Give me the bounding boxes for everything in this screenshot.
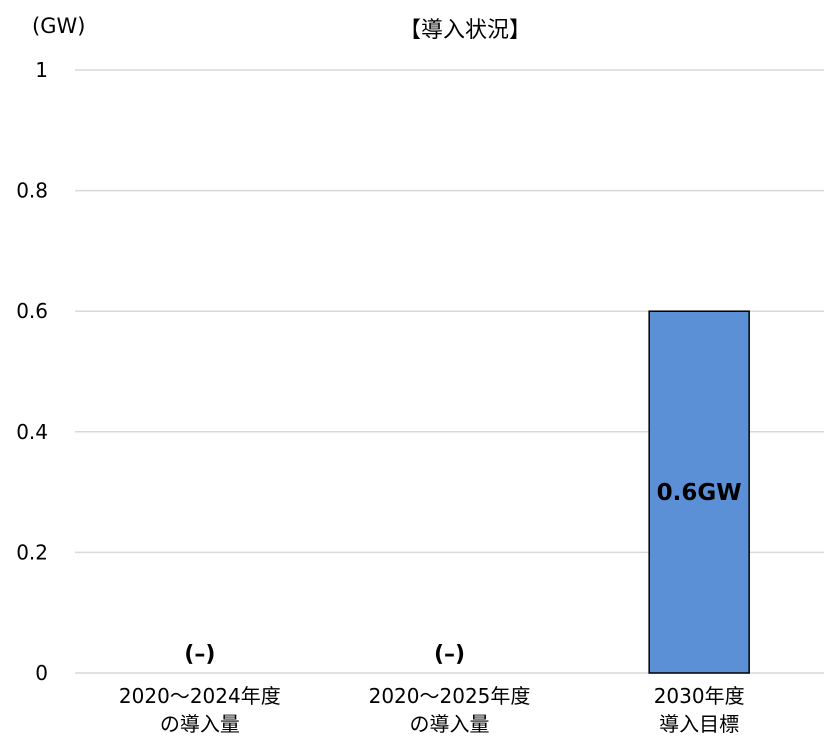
x-tick-label: 導入目標 [659, 712, 739, 736]
chart-title: 【導入状況】 [398, 18, 531, 43]
x-tick-label: 2020～2025年度 [369, 684, 531, 708]
data-label: (–) [184, 642, 215, 667]
x-tick-label: の導入量 [410, 712, 490, 736]
y-tick-label: 0 [35, 661, 48, 685]
y-tick-label: 0.8 [16, 179, 48, 203]
x-tick-label: 2030年度 [654, 684, 745, 708]
y-tick-label: 0.4 [16, 420, 48, 444]
y-axis-unit-label: (GW) [32, 14, 86, 38]
y-tick-label: 0.6 [16, 299, 48, 323]
y-tick-label: 1 [35, 58, 48, 82]
x-tick-label: 2020～2024年度 [119, 684, 281, 708]
data-label: (–) [434, 642, 465, 667]
data-label: 0.6GW [657, 480, 742, 506]
x-tick-label: の導入量 [160, 712, 240, 736]
y-tick-label: 0.2 [16, 540, 48, 564]
bar [648, 310, 750, 674]
